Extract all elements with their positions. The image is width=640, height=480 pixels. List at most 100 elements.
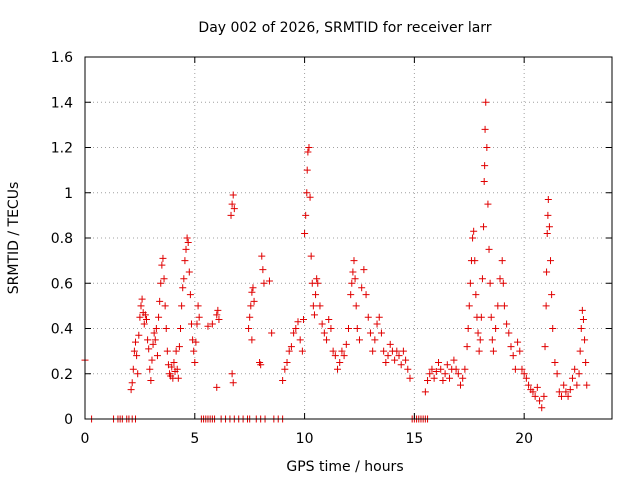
data-point [484,200,492,208]
data-point [172,347,180,355]
data-point [159,254,167,262]
data-point [349,268,357,276]
data-point [466,279,474,287]
data-point [345,325,352,332]
data-point [583,381,591,389]
data-point [581,336,589,344]
data-point [301,229,309,237]
data-point [340,352,348,360]
data-point [481,125,489,133]
data-point [247,302,255,310]
data-point [162,325,170,332]
data-point [174,374,182,382]
chart-title: Day 002 of 2026, SRMTID for receiver lar… [198,20,491,36]
data-point [250,297,258,305]
data-point [150,329,158,337]
data-point [204,322,212,330]
data-point [582,358,590,366]
x-tick-label: 20 [515,431,533,447]
data-point [299,315,307,323]
data-point [533,383,541,391]
data-point [395,352,403,360]
data-point [461,365,469,373]
data-point [135,331,143,339]
data-point [314,279,322,287]
data-point [348,279,356,287]
data-point [435,358,443,366]
data-point [404,365,412,373]
data-point [329,347,337,355]
data-point [336,358,344,366]
data-point [168,363,176,371]
data-point [529,388,537,396]
y-tick-label: 1.2 [51,141,73,157]
data-point [456,381,464,389]
data-point [147,377,155,385]
data-point [503,320,511,328]
data-point [382,358,390,366]
data-point [320,329,328,337]
data-point [303,189,311,197]
data-point [192,338,200,346]
data-point [441,370,449,378]
y-tick-label: 1 [64,186,73,202]
data-point [296,336,304,344]
data-point [144,336,152,344]
data-point [511,365,519,373]
data-point [375,313,383,321]
data-point [551,358,559,366]
data-point [498,257,506,265]
data-point [134,370,142,378]
data-point [195,313,203,321]
x-tick-label: 10 [296,431,314,447]
data-point [248,336,256,344]
data-point [268,329,276,337]
data-point [399,347,407,355]
data-point [575,370,583,378]
data-point [531,392,539,400]
data-point [543,229,551,237]
data-point [245,325,253,332]
data-point [568,374,576,382]
data-point [313,275,321,283]
data-point [180,275,188,283]
data-point [257,361,265,369]
data-point [138,295,146,303]
data-point [355,336,363,344]
data-point [538,404,546,412]
data-point [402,356,410,364]
data-point [191,358,199,366]
axis-ticks: 0 0.2 0.4 0.6 0.8 1 1.2 1.4 1.6 0 5 10 15 20 [51,50,612,447]
data-point [541,343,549,351]
data-point [208,320,216,328]
data-point [230,205,238,213]
data-points [81,98,591,423]
data-point [137,302,145,310]
data-point [377,329,385,337]
y-tick-label: 0.6 [51,276,73,292]
data-point [327,325,335,332]
data-point [544,211,552,219]
data-point [249,284,257,292]
data-point [391,356,399,364]
data-point [265,277,273,285]
data-point [304,148,312,156]
data-point [555,388,563,396]
data-point [194,302,202,310]
data-point [560,381,568,389]
data-point [303,166,311,174]
data-point [136,313,144,321]
data-point [173,365,181,373]
data-point [471,257,479,265]
data-point [478,275,486,283]
data-point [474,329,482,337]
data-point [426,370,434,378]
data-point [364,313,372,321]
y-tick-label: 0.8 [51,231,73,247]
data-point [475,347,483,355]
data-point [193,320,201,328]
data-point [499,279,507,287]
data-point [128,379,136,387]
data-point [446,374,454,382]
